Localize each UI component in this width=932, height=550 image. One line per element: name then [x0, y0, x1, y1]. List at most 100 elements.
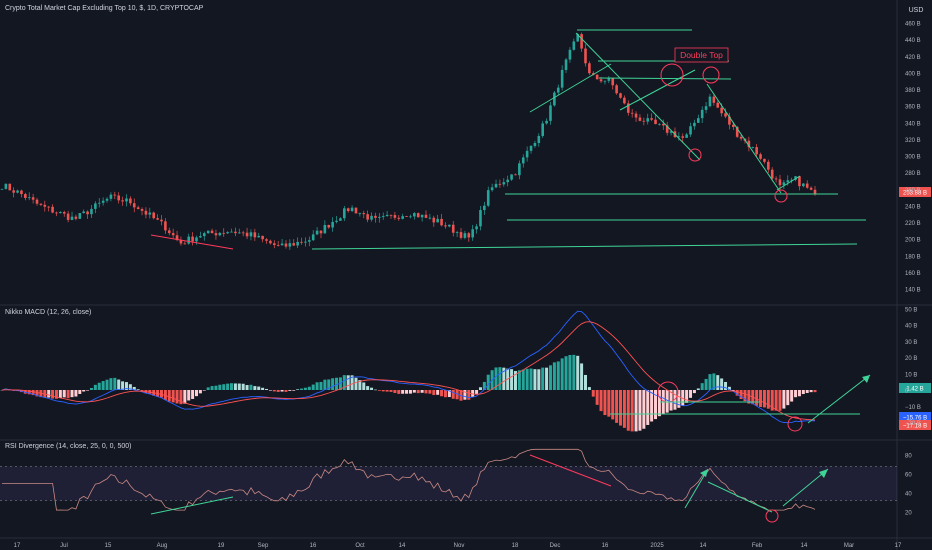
- price-candle: [494, 183, 498, 188]
- price-tick-label: 240 B: [905, 204, 921, 210]
- price-candle: [479, 210, 482, 227]
- macd-histogram-bar: [331, 378, 335, 390]
- macd-histogram-bar: [475, 390, 479, 394]
- price-candle: [43, 204, 47, 207]
- price-candle: [202, 233, 206, 237]
- macd-histogram-bar: [54, 390, 58, 399]
- price-candle: [16, 190, 19, 193]
- price-tick-label: 280 B: [905, 171, 921, 177]
- macd-histogram-bar: [759, 390, 763, 407]
- macd-histogram-bar: [78, 390, 82, 394]
- price-candle: [339, 218, 342, 221]
- macd-histogram-bar: [249, 384, 253, 390]
- price-candle: [603, 80, 607, 82]
- macd-histogram-bar: [712, 373, 716, 390]
- price-candle: [74, 216, 78, 219]
- price-candle: [179, 239, 183, 244]
- price-candle: [681, 136, 685, 138]
- price-candle: [152, 212, 156, 219]
- macd-histogram-bar: [428, 390, 432, 394]
- macd-histogram-bar: [280, 390, 284, 392]
- macd-histogram-bar: [537, 369, 541, 390]
- macd-histogram-bar: [350, 375, 354, 390]
- rsi-arrowhead: [819, 469, 828, 478]
- macd-tick-label: 20 B: [905, 356, 917, 362]
- support-line: [311, 243, 858, 250]
- price-candle: [296, 241, 299, 246]
- macd-histogram-bar: [420, 390, 424, 393]
- macd-histogram-bar: [319, 381, 323, 390]
- time-tick-label: 17: [895, 543, 902, 549]
- price-candle: [724, 113, 727, 117]
- rsi-band: [0, 466, 897, 501]
- time-tick-label: 16: [602, 543, 609, 549]
- macd-histogram-bar: [51, 390, 55, 399]
- macd-histogram-bar: [175, 390, 179, 404]
- price-candle: [280, 243, 284, 246]
- price-candle: [374, 215, 377, 218]
- rsi-line: [2, 448, 816, 511]
- macd-histogram-bar: [809, 390, 813, 393]
- price-candle: [167, 230, 171, 234]
- price-candle: [448, 224, 451, 227]
- macd-histogram-bar: [105, 379, 109, 390]
- macd-line: [1, 310, 816, 424]
- price-candle: [576, 34, 580, 42]
- price-candle: [537, 135, 541, 143]
- currency-button[interactable]: USD: [903, 4, 929, 17]
- macd-histogram-bar: [140, 390, 144, 392]
- rsi-trendline: [707, 481, 773, 513]
- macd-histogram-bar: [743, 390, 747, 402]
- macd-histogram-bar: [626, 390, 630, 431]
- macd-histogram-bar: [393, 390, 397, 393]
- price-candle: [362, 213, 366, 215]
- time-tick-label: Aug: [157, 543, 168, 549]
- price-candle: [39, 203, 43, 205]
- price-candle: [78, 213, 82, 219]
- macd-histogram-bar: [109, 378, 113, 390]
- price-candle: [121, 200, 124, 202]
- price-candle: [704, 106, 708, 110]
- time-tick-label: 19: [218, 543, 225, 549]
- macd-histogram-bar: [296, 389, 300, 390]
- macd-histogram-bar: [167, 390, 171, 402]
- macd-histogram-bar: [794, 390, 798, 398]
- macd-histogram-bar: [786, 390, 790, 406]
- price-axis[interactable]: 460 B 440 B 420 B 400 B 380 B 360 B 340 B 320 B…: [905, 22, 921, 517]
- price-candle: [416, 213, 420, 218]
- price-candle: [786, 180, 790, 183]
- time-tick-label: Dec: [550, 543, 561, 549]
- price-candle: [693, 122, 696, 127]
- macd-histogram-bar: [731, 390, 735, 391]
- price-candle: [712, 96, 716, 103]
- price-candle: [471, 229, 474, 238]
- main-title: Crypto Total Market Cap Excluding Top 10…: [5, 5, 204, 12]
- price-candle: [187, 236, 191, 244]
- price-tick-label: 380 B: [905, 88, 921, 94]
- price-candle: [549, 105, 552, 121]
- annotations: Double Top 253.88 B 1.42 B −15.76 B −17.18 B: [150, 29, 931, 523]
- macd-histogram-bar: [381, 390, 385, 392]
- price-tick-label: 180 B: [905, 254, 921, 260]
- price-candle: [739, 136, 743, 139]
- price-candle: [265, 239, 268, 241]
- macd-tick-label: 30 B: [905, 340, 917, 346]
- macd-histogram-bar: [455, 390, 459, 400]
- macd-histogram-bar: [513, 371, 517, 390]
- macd-histogram-bar: [163, 390, 167, 400]
- macd-histogram-bar: [62, 390, 66, 398]
- price-candle: [560, 69, 564, 88]
- price-candle: [389, 214, 393, 216]
- macd-histogram-bar: [121, 381, 125, 390]
- price-candle: [506, 179, 509, 183]
- time-axis[interactable]: 17 Jul 15 Aug 19 Sep 16 Oct 14 Nov 18 Dec 16 2025 14 Fe…: [14, 543, 902, 549]
- price-candle: [615, 85, 618, 94]
- macd-histogram-bar: [467, 390, 471, 400]
- price-candle: [658, 123, 661, 125]
- last-price-label: 253.88 B: [903, 191, 927, 197]
- macd-histogram-bar: [300, 388, 304, 390]
- time-tick-label: Jul: [60, 543, 68, 549]
- macd-histogram-bar: [797, 390, 801, 397]
- price-candle: [720, 107, 723, 114]
